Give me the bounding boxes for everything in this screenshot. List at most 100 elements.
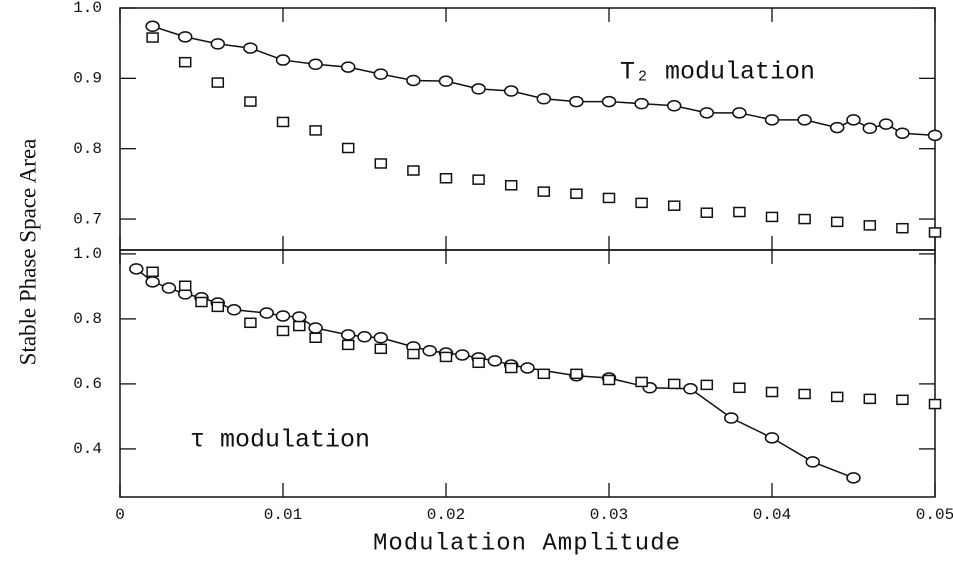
square-marker [276,325,290,337]
circle-marker [177,31,193,43]
square-marker [830,216,844,228]
square-marker [928,227,942,238]
circle-marker [724,412,739,424]
square-marker [830,391,844,403]
series-line [152,25,936,137]
circle-marker [634,97,649,110]
square-marker [211,301,225,313]
circle-marker [129,263,144,275]
x-tick-label: 0 [115,506,125,524]
y-tick-label: 0.7 [73,210,102,228]
circle-marker [895,127,910,139]
square-marker [276,116,290,128]
circle-marker [145,276,160,288]
x-tick-label: 0.03 [590,506,628,524]
circle-marker [340,61,356,73]
square-marker [309,125,322,136]
circle-marker [732,107,747,119]
circle-marker [406,74,421,87]
x-tick-label: 0.05 [916,506,953,524]
circle-marker [829,121,845,134]
square-marker [341,339,355,351]
y-tick-label: 0.9 [73,70,102,88]
circle-marker [438,75,454,87]
y-tick-label: 0.8 [73,140,102,158]
y-axis-label: Stable Phase Space Area [15,139,40,366]
square-marker [211,77,225,88]
square-marker [537,368,551,380]
square-marker [374,343,388,355]
circle-marker [878,118,894,130]
circle-marker [846,472,861,484]
circle-marker [666,100,682,112]
square-marker [896,222,909,234]
square-marker [537,186,551,197]
circle-marker [308,322,323,334]
square-marker [667,200,681,211]
square-marker [309,332,322,343]
y-tick-label: 1.0 [73,0,102,17]
square-marker [439,351,453,363]
square-marker [928,398,942,410]
square-marker [195,296,208,308]
square-marker [667,378,681,390]
square-marker [244,317,257,329]
square-marker [472,174,485,185]
circle-marker [862,122,878,135]
square-marker [374,158,388,169]
circle-marker [357,331,372,343]
x-axis-label: Modulation Amplitude [373,530,681,557]
circle-marker [422,345,437,357]
square-marker [146,32,159,43]
circle-marker [308,58,323,71]
circle-marker [471,83,486,95]
square-marker [700,379,714,391]
circle-marker [846,114,861,126]
circle-marker [797,114,812,126]
x-tick-label: 0.04 [753,506,791,524]
circle-marker [520,362,535,374]
square-marker [178,280,192,291]
circle-marker [455,349,470,361]
circle-marker [805,456,820,468]
y-tick-label: 0.8 [73,310,102,328]
circle-marker [210,38,226,50]
square-marker [504,362,518,374]
circle-marker [373,68,389,80]
square-marker [765,386,779,398]
square-marker [798,213,811,225]
circle-marker [683,383,698,395]
plot-frame [119,249,936,498]
square-marker [504,180,518,191]
square-marker [244,96,257,107]
plot-frame [119,7,936,251]
square-marker [700,207,714,218]
circle-marker [161,282,177,294]
circle-marker [503,85,519,97]
square-marker [472,357,485,369]
y-tick-label: 0.6 [73,375,102,393]
circle-marker [275,54,291,66]
square-marker [863,220,877,231]
circle-marker [145,20,160,33]
square-marker [798,388,811,400]
circle-marker [292,311,307,323]
circle-marker [243,42,258,54]
annotation: T₂ modulation [620,58,815,87]
square-marker [439,172,453,184]
square-marker [178,56,192,68]
y-tick-label: 0.4 [73,440,102,458]
circle-marker [226,304,242,316]
square-marker [146,266,159,278]
square-marker [896,394,909,406]
circle-marker [275,310,291,322]
circle-marker [536,93,552,105]
square-marker [765,211,779,223]
square-marker [602,374,616,386]
square-marker [407,165,420,176]
circle-marker [569,95,584,108]
square-marker [341,142,355,154]
circle-marker [487,355,503,367]
square-marker [407,348,420,360]
